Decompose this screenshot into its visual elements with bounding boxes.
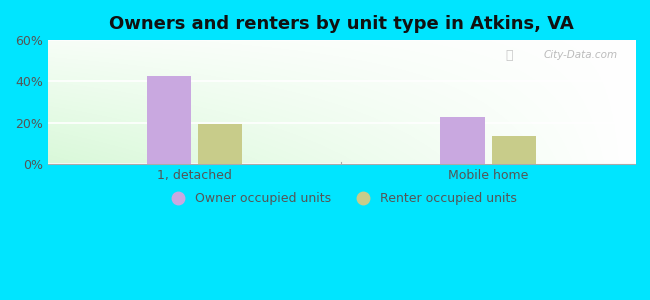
Title: Owners and renters by unit type in Atkins, VA: Owners and renters by unit type in Atkin…: [109, 15, 574, 33]
Text: ⦿: ⦿: [506, 50, 514, 62]
Bar: [198, 124, 242, 164]
Text: City-Data.com: City-Data.com: [543, 50, 618, 60]
Bar: [441, 117, 484, 164]
Bar: [147, 76, 191, 164]
Bar: [492, 136, 536, 164]
Legend: Owner occupied units, Renter occupied units: Owner occupied units, Renter occupied un…: [161, 187, 522, 210]
